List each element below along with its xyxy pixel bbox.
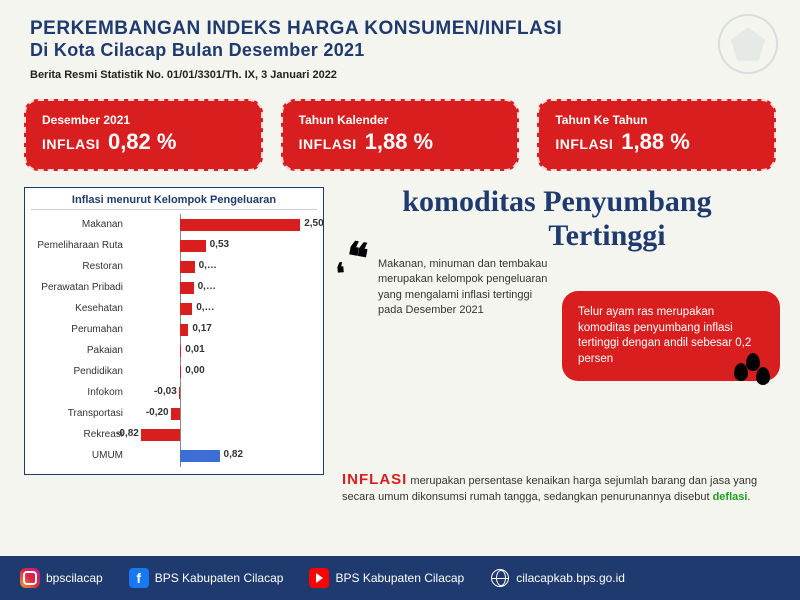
chart-value: -0,20 (146, 407, 169, 418)
chart-value: 0,00 (185, 365, 204, 376)
chart-row: Pemeliharaan Ruta 0,53 (31, 235, 317, 256)
chart-bar (180, 324, 188, 336)
chart-bar (180, 450, 219, 462)
chart-value: 2,50 (304, 218, 323, 229)
eggs-icon (734, 353, 774, 389)
header: PERKEMBANGAN INDEKS HARGA KONSUMEN/INFLA… (0, 0, 800, 89)
chart-row: Makanan 2,50 (31, 214, 317, 235)
chart-row: Infokom -0,03 (31, 382, 317, 403)
chart-category: Perumahan (31, 324, 127, 335)
chart-bar (180, 219, 300, 231)
chart-title: Inflasi menurut Kelompok Pengeluaran (31, 194, 317, 210)
chart-bar (180, 303, 192, 315)
chart-row: Transportasi -0,20 (31, 403, 317, 424)
chart-category: Restoran (31, 261, 127, 272)
chart-category: Makanan (31, 219, 127, 230)
chart-row: Restoran 0,… (31, 256, 317, 277)
ticket-label: Tahun Kalender (299, 113, 502, 127)
instagram-icon (20, 568, 40, 588)
chart-row: Rekreasi -0,82 (31, 424, 317, 445)
ticket-label: Tahun Ke Tahun (555, 113, 758, 127)
bulletin-number: Berita Resmi Statistik No. 01/01/3301/Th… (30, 69, 770, 81)
quote-text: Makanan, minuman dan tembakau merupakan … (378, 257, 558, 319)
chart-row: Kesehatan 0,… (31, 298, 317, 319)
chart-category: Infokom (31, 387, 127, 398)
chart-bar (171, 408, 181, 420)
ticket-label: Desember 2021 (42, 113, 245, 127)
stat-ticket: Tahun Ke Tahun INFLASI 1,88 % (537, 99, 776, 171)
chart-bar (141, 429, 180, 441)
youtube-icon (309, 568, 329, 588)
chart-category: Rekreasi (31, 429, 127, 440)
chart-value: 0,17 (192, 323, 211, 334)
chart-bar (180, 282, 193, 294)
chart-category: UMUM (31, 450, 127, 461)
chart-value: 0,82 (224, 449, 243, 460)
ticket-word: INFLASI (42, 136, 100, 152)
chart-value: -0,03 (154, 386, 177, 397)
chart-bar (179, 387, 180, 399)
chart-row: Pakaian 0,01 (31, 340, 317, 361)
ticket-value: 1,88 % (365, 129, 434, 155)
ticket-value: 1,88 % (621, 129, 690, 155)
chart-value: 0,… (199, 260, 217, 271)
chart-category: Kesehatan (31, 303, 127, 314)
chart-value: 0,… (198, 281, 216, 292)
chart-value: 0,53 (210, 239, 229, 250)
footer-instagram[interactable]: bpscilacap (20, 568, 103, 588)
chart-category: Pendidikan (31, 366, 127, 377)
stat-ticket: Desember 2021 INFLASI 0,82 % (24, 99, 263, 171)
globe-icon (490, 568, 510, 588)
facebook-icon: f (129, 568, 149, 588)
bps-logo-watermark (718, 14, 778, 74)
footer-facebook[interactable]: f BPS Kabupaten Cilacap (129, 568, 284, 588)
ticket-value: 0,82 % (108, 129, 177, 155)
chart-category: Pemeliharaan Ruta (31, 240, 127, 251)
chart-category: Pakaian (31, 345, 127, 356)
chart-bar (180, 240, 205, 252)
footer-website[interactable]: cilacapkab.bps.go.id (490, 568, 625, 588)
chart-bar (180, 345, 181, 357)
chart-value: -0,82 (116, 428, 139, 439)
right-column: komoditas Penyumbang Tertinggi ❝ ❛ Makan… (338, 187, 776, 475)
chart-row: UMUM 0,82 (31, 445, 317, 466)
ticket-word: INFLASI (555, 136, 613, 152)
ticket-word: INFLASI (299, 136, 357, 152)
chart-row: Pendidikan 0,00 (31, 361, 317, 382)
inflation-definition: INFLASI merupakan persentase kenaikan ha… (342, 470, 772, 505)
chart-category: Perawatan Pribadi (31, 282, 127, 293)
footer: bpscilacap f BPS Kabupaten Cilacap BPS K… (0, 556, 800, 600)
commodity-callout: Telur ayam ras merupakan komoditas penyu… (562, 291, 780, 381)
stat-tickets: Desember 2021 INFLASI 0,82 % Tahun Kalen… (0, 89, 800, 181)
chart-value: 0,… (196, 302, 214, 313)
chart-bar (180, 261, 194, 273)
inflation-by-group-chart: Inflasi menurut Kelompok Pengeluaran Mak… (24, 187, 324, 475)
chart-row: Perawatan Pribadi 0,… (31, 277, 317, 298)
footer-youtube[interactable]: BPS Kabupaten Cilacap (309, 568, 464, 588)
title-line2: Di Kota Cilacap Bulan Desember 2021 (30, 40, 770, 61)
chart-category: Transportasi (31, 408, 127, 419)
title-line1: PERKEMBANGAN INDEKS HARGA KONSUMEN/INFLA… (30, 18, 770, 40)
chart-bar (180, 366, 181, 378)
chart-row: Perumahan 0,17 (31, 319, 317, 340)
stat-ticket: Tahun Kalender INFLASI 1,88 % (281, 99, 520, 171)
chart-value: 0,01 (185, 344, 204, 355)
script-heading: komoditas Penyumbang Tertinggi (338, 187, 776, 251)
